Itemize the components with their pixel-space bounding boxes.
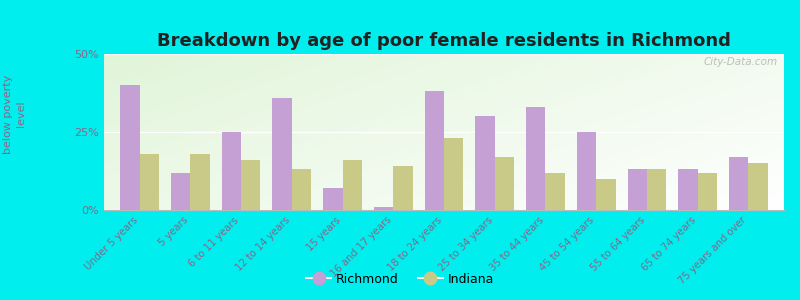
Bar (394, 166, 413, 210)
Bar (729, 157, 749, 210)
Bar (678, 169, 698, 210)
Bar (171, 172, 190, 210)
Title: Breakdown by age of poor female residents in Richmond: Breakdown by age of poor female resident… (157, 32, 731, 50)
Bar (749, 163, 768, 210)
Legend: Richmond, Indiana: Richmond, Indiana (301, 268, 499, 291)
Bar (374, 207, 394, 210)
Text: percentage
below poverty
level: percentage below poverty level (0, 74, 26, 154)
Bar (222, 132, 241, 210)
Bar (475, 116, 494, 210)
Bar (120, 85, 139, 210)
Bar (577, 132, 596, 210)
Bar (323, 188, 342, 210)
Bar (139, 154, 159, 210)
Bar (444, 138, 463, 210)
Bar (698, 172, 717, 210)
Bar (546, 172, 565, 210)
Bar (342, 160, 362, 210)
Bar (647, 169, 666, 210)
Bar (190, 154, 210, 210)
Bar (241, 160, 260, 210)
Bar (292, 169, 311, 210)
Bar (494, 157, 514, 210)
Bar (628, 169, 647, 210)
Text: City-Data.com: City-Data.com (703, 57, 778, 67)
Bar (425, 92, 444, 210)
Bar (596, 179, 615, 210)
Bar (273, 98, 292, 210)
Bar (526, 107, 546, 210)
